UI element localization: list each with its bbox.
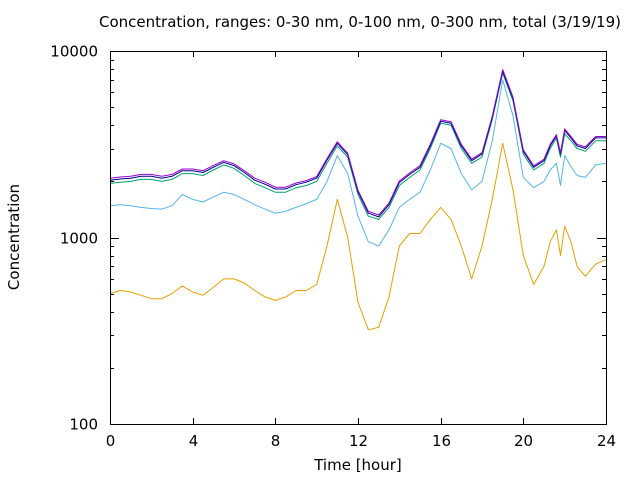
- x-tick-label: 24: [597, 432, 616, 450]
- tick-layer: 0 4 8 12 16 20 24 100 1000 10000: [50, 43, 616, 451]
- x-tick-label: 12: [349, 432, 368, 450]
- plot-frame: [110, 51, 607, 425]
- series-line-2: [109, 79, 607, 247]
- x-axis-label: Time [hour]: [314, 456, 402, 474]
- y-tick-label: 1000: [60, 230, 98, 248]
- series-line-4: [109, 70, 606, 218]
- x-tick-label: 0: [106, 432, 116, 450]
- series-line-1: [109, 142, 607, 331]
- x-tick-label: 20: [514, 432, 533, 450]
- x-tick-label: 8: [271, 432, 281, 450]
- x-tick-label: 4: [189, 432, 199, 450]
- series-line-5: [109, 69, 606, 216]
- series-layer: [109, 69, 607, 331]
- y-tick-label: 100: [69, 416, 98, 434]
- y-axis-label: Concentration: [5, 183, 23, 291]
- x-tick-label: 16: [432, 432, 451, 450]
- chart-title: Concentration, ranges: 0-30 nm, 0-100 nm…: [99, 13, 621, 31]
- series-line-3: [109, 72, 606, 220]
- y-tick-label: 10000: [50, 43, 98, 61]
